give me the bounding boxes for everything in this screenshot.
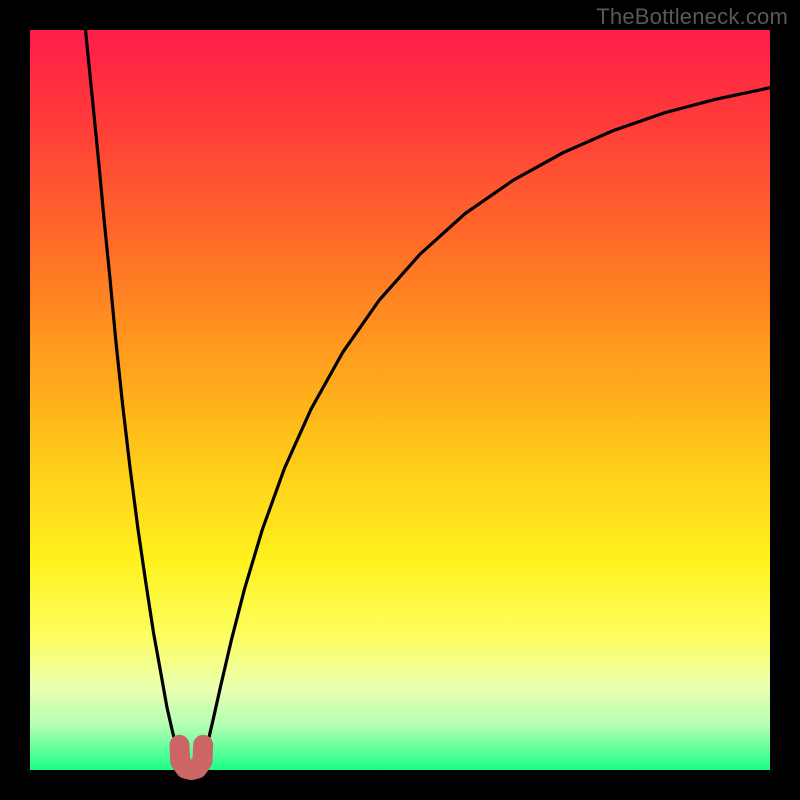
bottleneck-chart: [0, 0, 800, 800]
chart-plot-background: [30, 30, 770, 770]
chart-container: TheBottleneck.com: [0, 0, 800, 800]
watermark-text: TheBottleneck.com: [596, 4, 788, 30]
